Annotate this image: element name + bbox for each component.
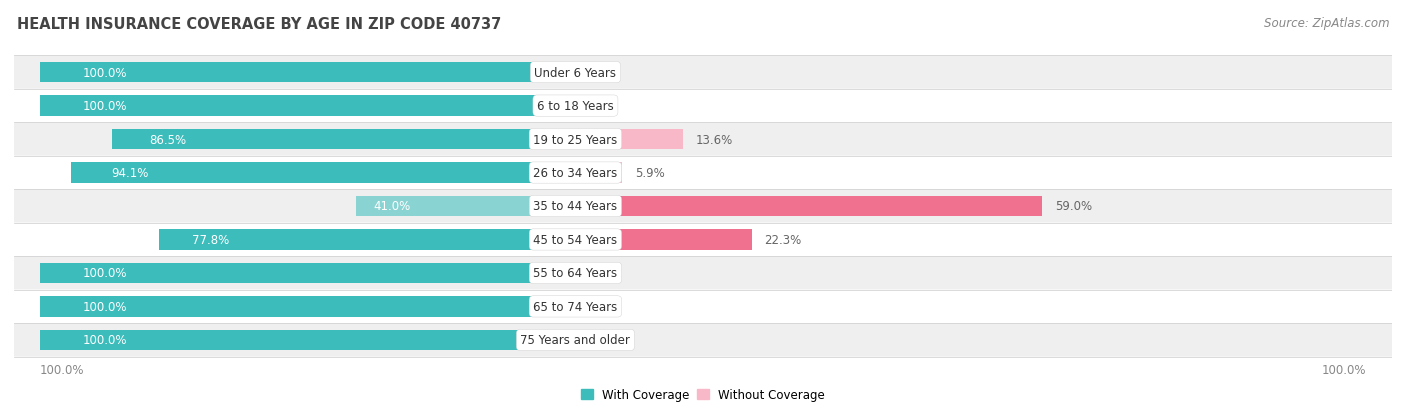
Text: 13.6%: 13.6% [696,133,733,146]
FancyBboxPatch shape [14,123,1392,157]
Text: 26 to 34 Years: 26 to 34 Years [533,166,617,180]
Text: 6 to 18 Years: 6 to 18 Years [537,100,614,113]
Text: 22.3%: 22.3% [765,233,801,247]
Text: 0.0%: 0.0% [588,267,617,280]
Bar [39,296,575,317]
Legend: With Coverage, Without Coverage: With Coverage, Without Coverage [581,389,825,401]
Text: 0.0%: 0.0% [588,66,617,79]
Bar [39,330,575,350]
FancyBboxPatch shape [14,56,1392,90]
FancyBboxPatch shape [14,290,1392,323]
Text: HEALTH INSURANCE COVERAGE BY AGE IN ZIP CODE 40737: HEALTH INSURANCE COVERAGE BY AGE IN ZIP … [17,17,501,31]
FancyBboxPatch shape [14,157,1392,190]
Bar [575,163,621,183]
Text: 5.9%: 5.9% [636,166,665,180]
Bar [39,263,575,284]
Text: 41.0%: 41.0% [374,200,411,213]
Text: 0.0%: 0.0% [588,334,617,347]
Text: 100.0%: 100.0% [83,334,127,347]
Text: 100.0%: 100.0% [83,66,127,79]
Text: 59.0%: 59.0% [1054,200,1092,213]
Text: 45 to 54 Years: 45 to 54 Years [533,233,617,247]
Bar [575,129,683,150]
Bar [356,196,575,217]
Bar [39,63,575,83]
Text: 100.0%: 100.0% [39,363,84,376]
Bar [159,230,575,250]
Text: 77.8%: 77.8% [191,233,229,247]
Text: 100.0%: 100.0% [83,300,127,313]
Bar [39,96,575,117]
Text: 35 to 44 Years: 35 to 44 Years [533,200,617,213]
Text: 100.0%: 100.0% [83,100,127,113]
Text: 100.0%: 100.0% [1322,363,1367,376]
Bar [575,196,1042,217]
Text: Under 6 Years: Under 6 Years [534,66,616,79]
FancyBboxPatch shape [14,256,1392,290]
FancyBboxPatch shape [14,90,1392,123]
Text: 100.0%: 100.0% [83,267,127,280]
Text: 75 Years and older: 75 Years and older [520,334,630,347]
Text: 0.0%: 0.0% [588,300,617,313]
FancyBboxPatch shape [14,323,1392,357]
Text: 55 to 64 Years: 55 to 64 Years [533,267,617,280]
Bar [575,230,752,250]
Text: 65 to 74 Years: 65 to 74 Years [533,300,617,313]
Text: 0.0%: 0.0% [588,100,617,113]
Text: 19 to 25 Years: 19 to 25 Years [533,133,617,146]
FancyBboxPatch shape [14,190,1392,223]
Bar [112,129,575,150]
FancyBboxPatch shape [14,223,1392,256]
Text: Source: ZipAtlas.com: Source: ZipAtlas.com [1264,17,1389,29]
Text: 86.5%: 86.5% [149,133,186,146]
Text: 94.1%: 94.1% [111,166,149,180]
Bar [72,163,575,183]
